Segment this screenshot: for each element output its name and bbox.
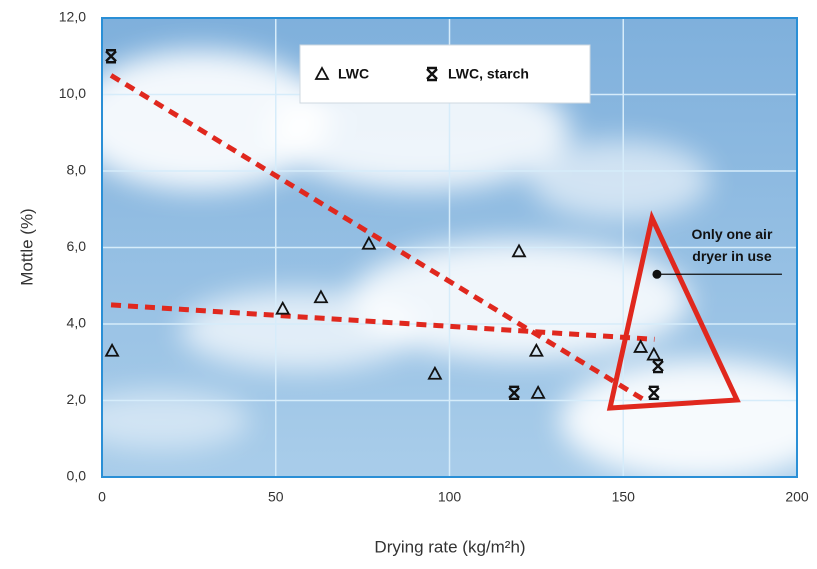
- x-axis-label: Drying rate (kg/m²h): [374, 537, 525, 556]
- x-tick-label: 150: [612, 489, 636, 505]
- triangle-marker: [275, 300, 291, 315]
- triangle-marker: [528, 342, 544, 357]
- legend-label: LWC: [338, 66, 369, 82]
- triangle-marker: [633, 339, 649, 353]
- x-tick-label: 100: [438, 489, 462, 505]
- legend: LWC LWC, starch: [299, 44, 591, 104]
- y-tick-label: 2,0: [67, 391, 87, 407]
- star-marker: [652, 358, 664, 374]
- annotation-text: dryer in use: [692, 248, 772, 264]
- annotation-text: Only one air: [691, 226, 772, 242]
- plot-border: [101, 17, 798, 478]
- y-tick-label: 10,0: [59, 85, 86, 101]
- star-marker: [647, 385, 660, 401]
- annotation: Only one air dryer in use: [652, 226, 782, 279]
- triangle-marker: [427, 365, 443, 380]
- x-tick-label: 200: [785, 489, 809, 505]
- trend-lines: [109, 73, 655, 403]
- star-marker: [426, 66, 438, 82]
- triangle-marker: [104, 342, 120, 357]
- y-tick-label: 8,0: [67, 162, 87, 178]
- star-marker: [508, 385, 520, 401]
- legend-box: [299, 44, 591, 104]
- x-tick-label: 0: [98, 489, 106, 505]
- triangle-marker: [313, 289, 329, 304]
- points: [104, 49, 664, 401]
- highlight-triangle: [606, 210, 741, 411]
- triangle-marker: [511, 243, 527, 258]
- y-tick-label: 12,0: [59, 9, 86, 25]
- triangle-marker: [361, 235, 377, 250]
- y-tick-label: 0,0: [67, 468, 87, 484]
- y-tick-label: 4,0: [67, 315, 87, 331]
- trend-line: [110, 302, 655, 342]
- x-tick-label: 50: [268, 489, 284, 505]
- triangle-marker: [314, 66, 330, 80]
- triangle-marker: [530, 384, 546, 399]
- y-tick-label: 6,0: [67, 238, 87, 254]
- y-axis-label: Mottle (%): [17, 208, 36, 285]
- trend-line: [109, 73, 647, 403]
- star-marker: [105, 49, 117, 64]
- legend-label: LWC, starch: [448, 66, 529, 82]
